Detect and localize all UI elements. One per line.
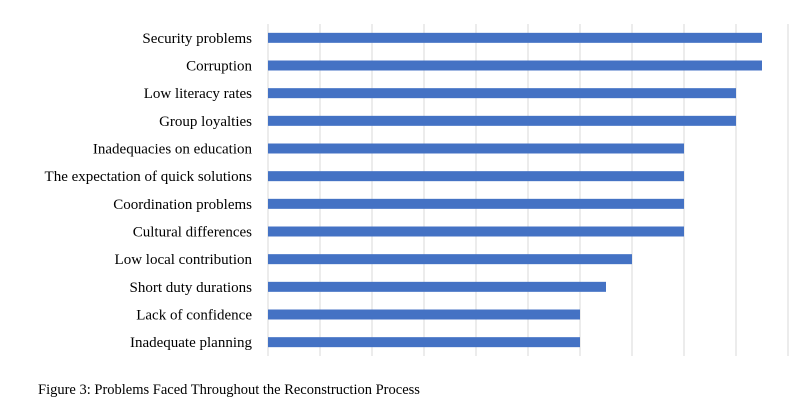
category-label: Inadequacies on education bbox=[93, 142, 253, 158]
bar bbox=[268, 60, 762, 71]
category-label: Short duty durations bbox=[130, 280, 253, 296]
figure-caption: Figure 3: Problems Faced Throughout the … bbox=[38, 382, 420, 398]
bar bbox=[268, 143, 684, 154]
category-label: Coordination problems bbox=[113, 197, 252, 213]
bar bbox=[268, 281, 606, 292]
bar-chart: Security problems Corruption Low literacy … bbox=[45, 24, 789, 356]
bar bbox=[268, 198, 684, 209]
bar bbox=[268, 32, 762, 43]
bar bbox=[268, 337, 580, 348]
bar bbox=[268, 115, 736, 126]
category-label: Group loyalties bbox=[159, 114, 252, 130]
bar bbox=[268, 171, 684, 182]
category-label: Low literacy rates bbox=[144, 86, 252, 102]
category-label: Inadequate planning bbox=[130, 335, 253, 351]
category-label: Lack of confidence bbox=[136, 308, 252, 324]
bar bbox=[268, 88, 736, 99]
category-label: Corruption bbox=[186, 59, 252, 75]
category-label: The expectation of quick solutions bbox=[45, 169, 253, 185]
bar bbox=[268, 254, 632, 265]
bar bbox=[268, 226, 684, 237]
category-label: Cultural differences bbox=[133, 225, 252, 241]
category-label: Security problems bbox=[142, 31, 252, 47]
category-label: Low local contribution bbox=[115, 252, 253, 268]
bar bbox=[268, 309, 580, 320]
